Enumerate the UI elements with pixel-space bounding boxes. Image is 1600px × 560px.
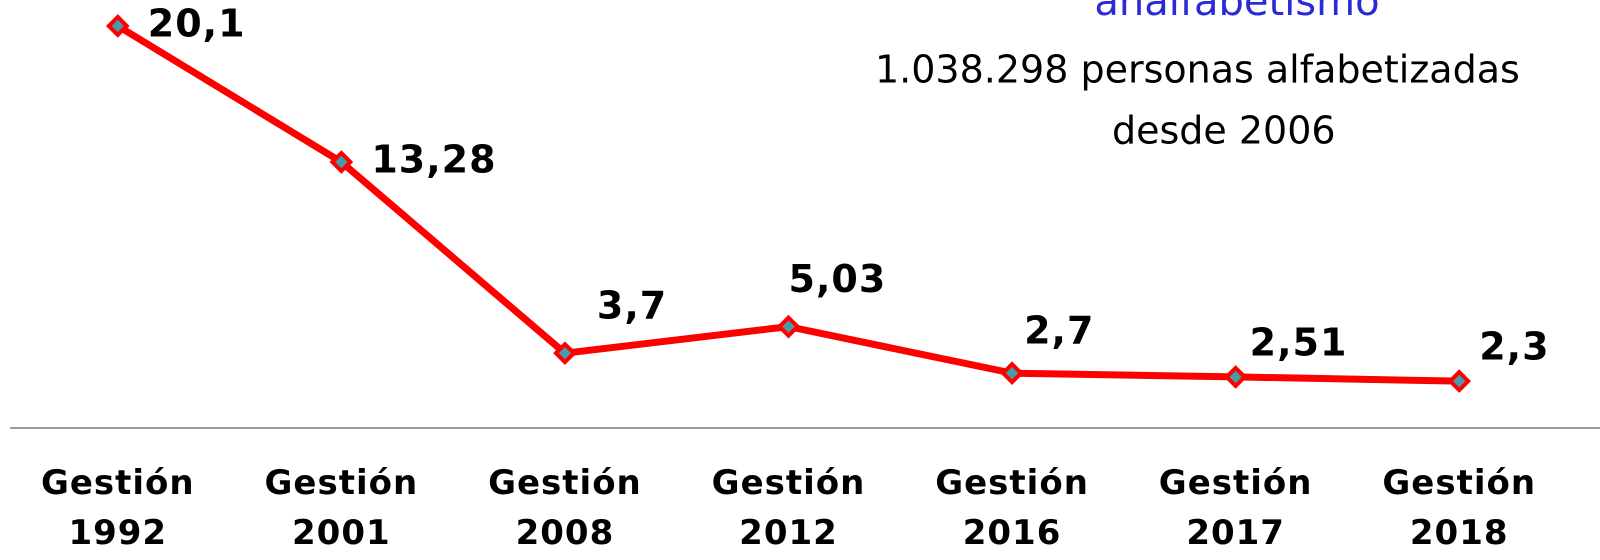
x-tick-label: Gestión 2016 [935,463,1089,553]
annotation: 1.038.298 personas alfabetizadas [875,48,1520,92]
value-label: 5,03 [789,257,887,301]
marker [1223,365,1248,389]
x-tick-label: Gestión 2001 [264,463,419,553]
value-label: 20,1 [148,1,246,45]
value-label: 13,28 [371,138,496,182]
annotation: desde 2006 [1112,109,1336,153]
marker [1447,369,1472,393]
x-tick-label: Gestión 2017 [1158,463,1313,553]
value-label: 3,7 [597,284,667,328]
x-tick-label: Gestión 2008 [488,463,642,553]
marker [776,314,801,339]
marker [1000,361,1024,385]
x-tick-label: Gestión 2012 [711,463,866,553]
annotation: analfabetismo [1094,0,1379,25]
value-label: 2,51 [1250,320,1348,364]
value-label: 2,7 [1024,309,1094,353]
value-label: 2,3 [1479,325,1549,369]
x-tick-label: Gestión 1992 [40,463,195,553]
marker [105,14,130,38]
marker [329,150,354,174]
x-tick-label: Gestión 2018 [1382,463,1537,553]
marker [553,341,577,366]
